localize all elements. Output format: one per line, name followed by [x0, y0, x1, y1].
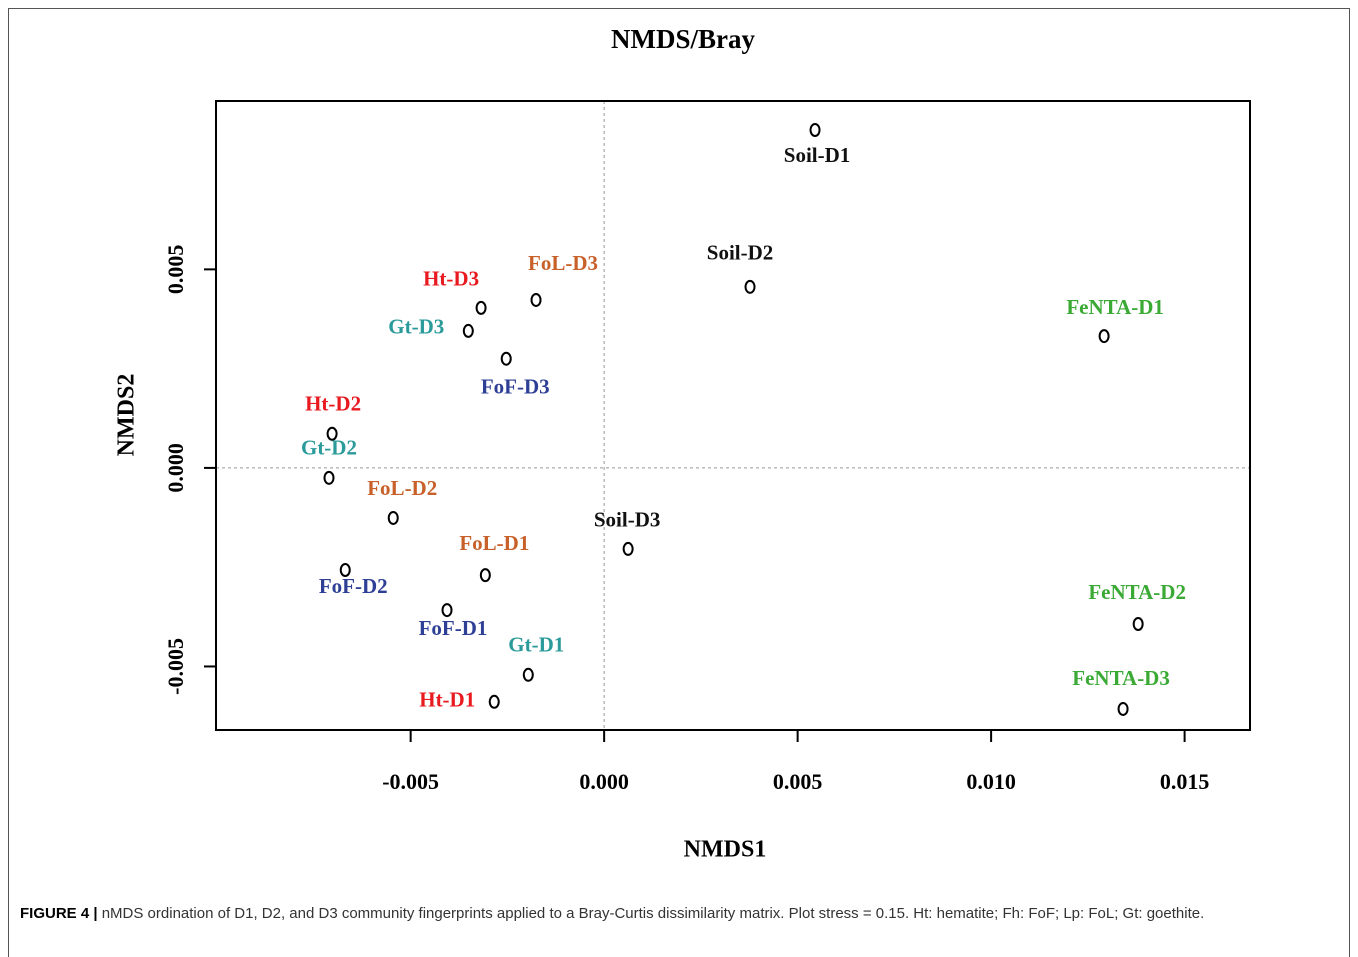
plot-frame [215, 100, 1251, 731]
x-tick-label: 0.015 [1160, 769, 1210, 794]
point [475, 300, 487, 315]
point-label: FoL-D3 [528, 251, 598, 275]
point-label: Soil-D1 [784, 143, 851, 167]
point [387, 510, 399, 525]
x-tick-label: 0.005 [773, 769, 823, 794]
point [1132, 616, 1144, 631]
caption-text: nMDS ordination of D1, D2, and D3 commun… [101, 905, 1205, 922]
y-tick-label: 0.000 [163, 443, 188, 493]
point-label: Gt-D1 [508, 633, 564, 657]
point [744, 279, 756, 294]
x-tick-label: -0.005 [382, 769, 439, 794]
x-tick-label: 0.010 [966, 769, 1016, 794]
chart-title: NMDS/Bray [611, 24, 755, 54]
point [441, 603, 453, 618]
point-label: FoF-D2 [319, 574, 388, 598]
point [522, 667, 534, 682]
point-label: Soil-D2 [707, 241, 774, 265]
point-label: FeNTA-D1 [1066, 295, 1164, 319]
point-label: FeNTA-D2 [1088, 580, 1186, 604]
point [323, 470, 335, 485]
point [339, 562, 351, 577]
point [500, 351, 512, 366]
y-axis-title: NMDS2 [114, 374, 140, 457]
point [462, 323, 474, 338]
point-label: FoF-D3 [481, 375, 550, 399]
point [488, 694, 500, 709]
point-label: FeNTA-D3 [1072, 666, 1170, 690]
y-tick-label: -0.005 [163, 638, 188, 695]
figure-label: FIGURE 4 | [20, 905, 98, 922]
point-label: Gt-D2 [301, 436, 357, 460]
point-label: Gt-D3 [388, 315, 444, 339]
point [1117, 701, 1129, 716]
point [479, 568, 491, 583]
point-label: Ht-D1 [419, 688, 475, 712]
point-label: FoL-D2 [367, 476, 437, 500]
x-tick-label: 0.000 [579, 769, 629, 794]
point [622, 541, 634, 556]
point-label: Soil-D3 [594, 508, 661, 532]
frame [8, 8, 1350, 957]
point [326, 426, 338, 441]
point [809, 122, 821, 137]
x-axis-title: NMDS1 [684, 837, 767, 863]
point [530, 292, 542, 307]
point-label: FoF-D1 [419, 616, 488, 640]
point-label: Ht-D2 [305, 392, 361, 416]
point-label: FoL-D1 [459, 531, 529, 555]
y-tick-label: 0.005 [163, 245, 188, 295]
point-label: Ht-D3 [423, 267, 479, 291]
point [1098, 329, 1110, 344]
caption: FIGURE 4 | nMDS ordination of D1, D2, an… [20, 903, 1340, 924]
